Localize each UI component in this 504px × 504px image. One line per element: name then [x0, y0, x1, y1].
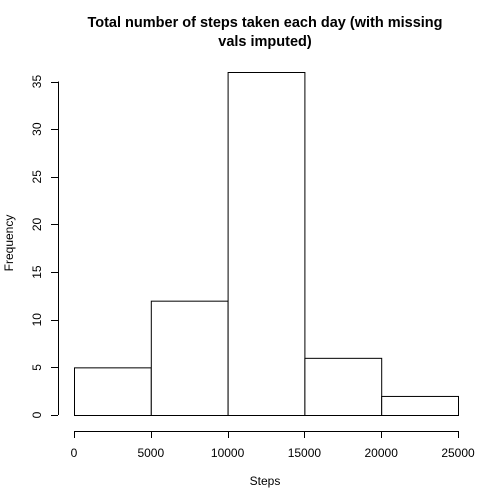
- x-tick-label-3: 15000: [288, 446, 322, 460]
- x-tick-label-4: 20000: [365, 446, 399, 460]
- bars-group: [74, 72, 460, 417]
- x-tick-label-1: 5000: [137, 446, 164, 460]
- histogram-bar-1: [150, 300, 229, 416]
- y-tick-label-4: 20: [30, 217, 44, 231]
- chart-title-line-2: vals imputed): [218, 34, 312, 50]
- y-tick-label-7: 35: [30, 75, 44, 89]
- x-tick-label-5: 25000: [441, 446, 475, 460]
- y-tick-label-0: 0: [30, 411, 44, 418]
- y-tick-label-3: 15: [30, 265, 44, 279]
- y-tick-label-2: 10: [30, 313, 44, 327]
- x-axis: 0 5000 10000 15000 20000 25000: [71, 431, 475, 460]
- histogram-bar-0: [74, 367, 152, 417]
- histogram-bar-4: [381, 395, 460, 417]
- histogram-bar-3: [304, 357, 383, 417]
- x-tick-label-2: 10000: [211, 446, 245, 460]
- chart-title-line-1: Total number of steps taken each day (wi…: [87, 15, 442, 31]
- y-tick-label-6: 30: [30, 122, 44, 136]
- y-tick-label-1: 5: [30, 364, 44, 371]
- y-tick-label-5: 25: [30, 170, 44, 184]
- y-axis: 0 5 10 15 20 25 30 35: [30, 75, 59, 418]
- x-axis-label: Steps: [250, 474, 281, 488]
- x-tick-label-0: 0: [71, 446, 78, 460]
- y-axis-label: Frequency: [2, 215, 16, 272]
- histogram-bar-2: [227, 72, 306, 416]
